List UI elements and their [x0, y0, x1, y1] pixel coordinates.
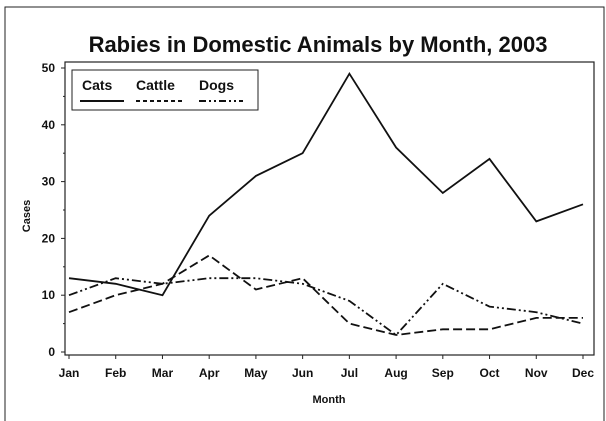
series-line-cattle	[68, 254, 583, 336]
x-tick-label: Mar	[152, 366, 174, 380]
x-tick-label: Feb	[105, 366, 126, 380]
y-tick-label: 50	[42, 61, 56, 75]
y-tick-label: 0	[48, 345, 55, 359]
y-tick-label: 40	[42, 118, 56, 132]
y-axis-label: Cases	[21, 200, 33, 232]
chart-title: Rabies in Domestic Animals by Month, 200…	[89, 32, 548, 57]
series-line-cats	[68, 71, 584, 297]
x-tick-label: Nov	[525, 366, 548, 380]
x-axis-label: Month	[313, 394, 346, 406]
y-tick-label: 20	[42, 231, 56, 245]
y-axis: 0 10 20 30 40 50	[42, 61, 65, 359]
y-tick-label: 10	[42, 288, 56, 302]
x-tick-label: Oct	[480, 366, 500, 380]
x-tick-label: Sep	[432, 366, 454, 380]
y-tick-label: 30	[42, 175, 56, 189]
plot-area	[64, 61, 595, 356]
legend-label-cattle: Cattle	[136, 77, 175, 93]
x-tick-label: Apr	[199, 366, 220, 380]
figure-border	[4, 6, 605, 421]
legend: Cats Cattle Dogs	[71, 69, 259, 111]
x-tick-label: Jul	[341, 366, 358, 380]
series-layer	[68, 71, 584, 337]
legend-label-cats: Cats	[82, 77, 113, 93]
legend-box	[71, 69, 259, 111]
x-tick-label: Jun	[292, 366, 313, 380]
x-tick-label: Jan	[59, 366, 80, 380]
series-line-dogs	[68, 277, 584, 337]
x-tick-label: Aug	[384, 366, 407, 380]
legend-label-dogs: Dogs	[199, 77, 234, 93]
x-tick-label: Dec	[572, 366, 594, 380]
x-axis: Jan Feb Mar Apr May Jun Jul Aug Sep Oct Nov Dec	[59, 355, 594, 380]
x-tick-label: May	[244, 366, 268, 380]
